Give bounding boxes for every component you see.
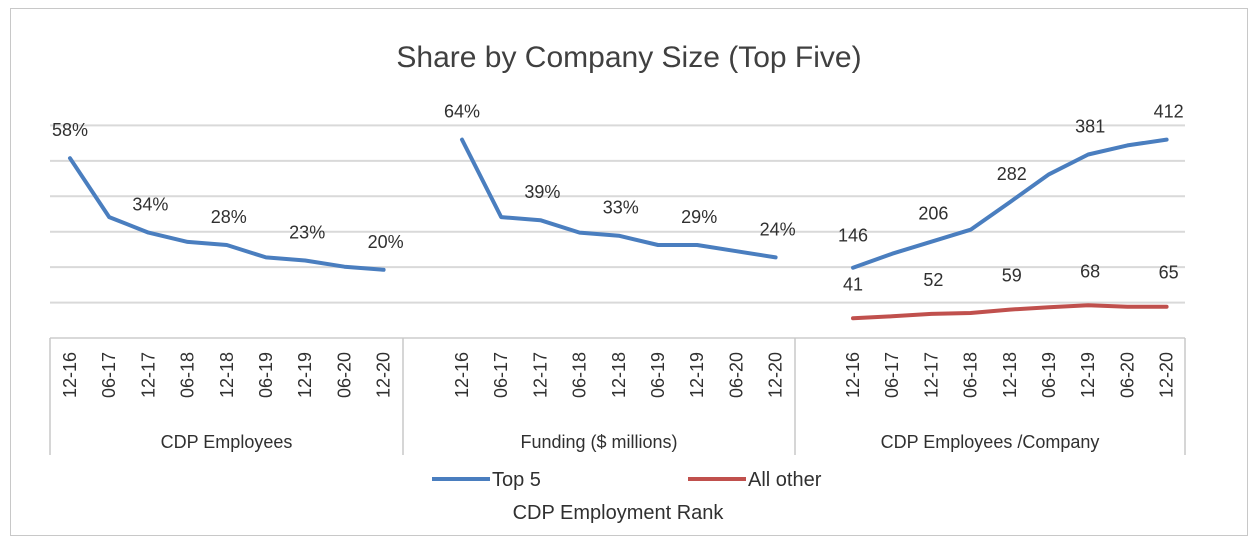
legend-label-top5: Top 5 [492,469,541,491]
x-tick-label: 12-19 [1078,352,1098,398]
gridlines [50,124,1185,339]
x-tick-label: 12-17 [138,352,158,398]
x-tick-label: 06-17 [882,352,902,398]
x-tick-label: 12-16 [452,352,472,398]
data-label: 65 [1159,263,1179,283]
x-tick-label: 06-18 [178,352,198,398]
data-label: 58% [52,120,88,140]
data-label: 52 [923,270,943,290]
data-label: 59 [1002,266,1022,286]
data-label: 68 [1080,261,1100,281]
x-tick-label: 06-17 [99,352,119,398]
x-tick-label: 12-18 [217,352,237,398]
x-tick-label: 06-20 [1117,352,1137,398]
x-tick-label: 06-18 [570,352,590,398]
panel-label: CDP Employees [161,432,293,452]
series-line-top-5 [851,137,1169,270]
x-tick-label: 06-20 [334,352,354,398]
panel-label: Funding ($ millions) [520,432,677,452]
data-label: 20% [368,232,404,252]
category-axis: 12-16 06-17 12-17 06-18 12-18 06-19 12-19 06-20… [49,338,1186,455]
data-label: 206 [918,204,948,224]
x-tick-label: 12-19 [295,352,315,398]
data-label: 41 [843,274,863,294]
series-lines [68,137,1169,321]
x-tick-label: 12-20 [766,352,786,398]
series-line-all-other [851,303,1169,321]
x-tick-label: 06-19 [256,352,276,398]
x-tick-label: 06-19 [1039,352,1059,398]
x-tick-label: 12-16 [843,352,863,398]
x-tick-label: 12-20 [1157,352,1177,398]
chart-title: Share by Company Size (Top Five) [396,41,861,74]
data-label: 64% [444,102,480,122]
data-label: 39% [524,182,560,202]
data-label: 412 [1154,102,1184,122]
x-tick-label: 12-20 [374,352,394,398]
series-line-top-5 [460,137,778,260]
x-tick-label: 06-18 [961,352,981,398]
x-tick-label: 12-16 [60,352,80,398]
x-tick-label: 06-19 [648,352,668,398]
x-tick-label: 12-17 [921,352,941,398]
x-tick-label: 12-19 [687,352,707,398]
x-tick-label: 06-20 [726,352,746,398]
data-label: 34% [132,195,168,215]
legend: Top 5 All other [432,469,822,491]
series-line-top-5 [68,156,386,272]
x-tick-label: 12-17 [530,352,550,398]
legend-label-all-other: All other [748,469,822,491]
x-axis-title: CDP Employment Rank [513,502,725,524]
data-label: 282 [997,164,1027,184]
x-tick-label: 06-17 [491,352,511,398]
x-tick-label: 12-18 [1000,352,1020,398]
data-label: 146 [838,226,868,246]
data-labels: 58% 34% 28% 23% 20% 64% 39% 33% 29% 24% 146 206 282 3… [52,102,1184,295]
data-label: 381 [1075,117,1105,137]
data-label: 24% [760,219,796,239]
data-label: 23% [289,223,325,243]
data-label: 33% [603,198,639,218]
x-tick-label: 12-18 [609,352,629,398]
chart-frame [10,8,1248,536]
data-label: 28% [211,207,247,227]
data-label: 29% [681,207,717,227]
panel-label: CDP Employees /Company [881,432,1100,452]
